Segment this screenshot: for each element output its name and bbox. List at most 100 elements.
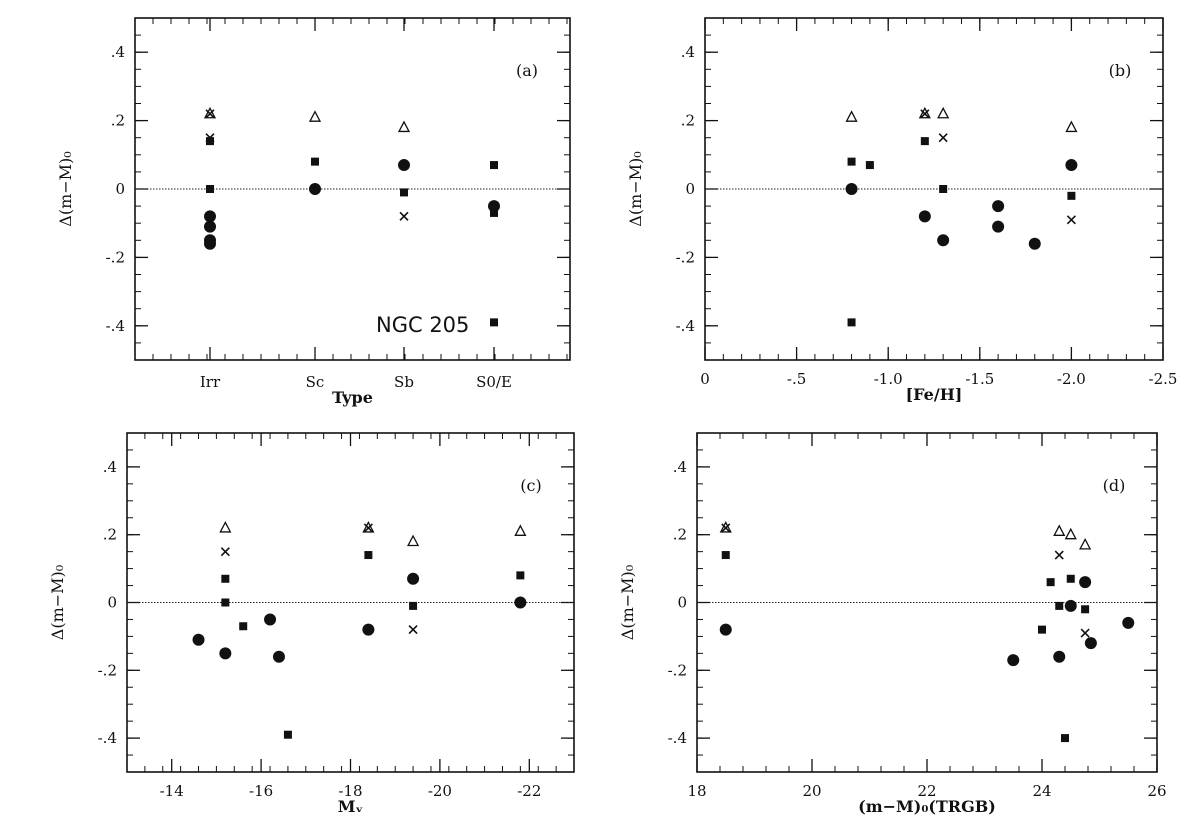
panel-d-cross-point: [721, 523, 731, 533]
panel-d-triangle-point: [1053, 524, 1066, 536]
panel-c-y-tick-label: -.2: [98, 661, 117, 679]
panel-b-y-axis-label: Δ(m−M)₀: [626, 151, 645, 226]
panel-a-circle-point: [398, 159, 410, 172]
panel-d-circle-point: [1122, 616, 1135, 629]
panel-d-x-tick-label: 22: [917, 782, 936, 800]
panel-d-circle-point: [1084, 637, 1097, 650]
panel-a-circle-point: [309, 183, 321, 195]
panel-b-square-point: [920, 137, 929, 146]
panel-c-x-axis-label: Mᵥ: [338, 797, 364, 816]
panel-d-x-tick-label: 26: [1147, 782, 1166, 800]
panel-a-cross-point: [399, 211, 409, 221]
panel-c-circle-point: [272, 650, 285, 663]
panel-d-y-tick-label: .2: [673, 526, 687, 544]
panel-a-y-tick-label: .4: [111, 43, 125, 61]
panel-c-circle-point: [514, 596, 527, 609]
panel-a: -.4 -.2 0 .2 .4 Irr Sc Sb S0/E Type Δ(m−M)₀ (a): [56, 17, 571, 407]
panel-b-square-point: [939, 185, 948, 193]
panel-a-y-tick-label: -.4: [106, 317, 125, 335]
panel-b-x-tick-label: -2.0: [1057, 370, 1086, 388]
panel-a-triangle-point: [203, 106, 217, 119]
ngc205-annotation: NGC 205: [376, 313, 469, 337]
panel-b-cross-point: [1066, 215, 1076, 225]
panel-a-y-tick-label: .2: [111, 112, 125, 130]
panel-d-circle-point: [719, 623, 732, 636]
panel-a-triangle-point: [397, 120, 411, 133]
panel-d-triangle-point: [719, 521, 732, 533]
panel-c-triangle-point: [407, 534, 420, 547]
panel-b-x-tick-label: -2.5: [1149, 370, 1178, 388]
panel-a-label: (a): [516, 61, 538, 80]
panel-c-square-point: [409, 601, 418, 610]
panel-c-label: (c): [520, 476, 541, 495]
panel-a-x-tick-label: Sc: [306, 373, 325, 391]
panel-b-x-tick-label: 0: [700, 370, 710, 388]
panel-d-y-tick-label: -.2: [668, 661, 687, 679]
panel-b-y-tick-label: .4: [681, 43, 695, 61]
panel-a-square-point: [490, 161, 498, 170]
panel-d-x-axis-label: (m−M)₀(TRGB): [858, 797, 996, 816]
panel-c-triangle-point: [514, 524, 527, 536]
panel-b-label: (b): [1109, 61, 1132, 80]
panel-d-x-tick-label: 18: [687, 782, 706, 800]
panel-d-square-point: [1061, 734, 1069, 743]
panel-a-x-tick-label: Sb: [394, 373, 414, 391]
panel-c-y-tick-label: .2: [103, 526, 117, 544]
panel-c-square-point: [516, 571, 525, 580]
panel-c-square-point: [283, 730, 292, 739]
panel-b: -.4 -.2 0 .2 .4 0 -.5 -1.0 -1.5 -2.0 -2.5 [Fe/H] Δ(m…: [626, 17, 1178, 404]
panel-c-x-tick-label: -14: [160, 782, 184, 800]
panel-d-cross-point: [1054, 550, 1064, 560]
panel-d-y-tick-label: -.4: [668, 729, 687, 747]
panel-c-cross-point: [363, 523, 373, 533]
panel-b-circle-point: [937, 234, 950, 247]
panel-a-x-axis-label: Type: [332, 388, 373, 407]
panel-d-label: (d): [1103, 476, 1126, 495]
panel-c-x-tick-label: -22: [517, 782, 541, 800]
panel-b-circle-point: [992, 220, 1005, 233]
panel-a-y-tick-label: 0: [115, 180, 125, 198]
panel-d-y-axis-label: Δ(m−M)₀: [618, 565, 637, 640]
panel-c-y-tick-label: 0: [107, 594, 117, 612]
panel-a-circle-point: [204, 210, 216, 223]
panel-b-x-axis-label: [Fe/H]: [906, 385, 963, 404]
panel-c-circle-point: [407, 572, 420, 585]
panel-d-square-point: [721, 551, 730, 560]
panel-d-square-point: [1046, 578, 1055, 587]
panel-d-cross-point: [1080, 628, 1090, 638]
panel-b-square-point: [847, 157, 856, 166]
panel-d-circle-point: [1064, 599, 1077, 612]
panel-b-x-tick-label: -1.5: [965, 370, 994, 388]
panel-d-circle-point: [1007, 654, 1020, 667]
panel-c-circle-point: [264, 613, 277, 626]
panel-b-circle-point: [1065, 159, 1078, 172]
panel-c: -.4 -.2 0 .2 .4 -14 -16 -18 -20 -22 Mᵥ Δ(m−M)₀ (c): [48, 432, 575, 816]
panel-b-x-tick-label: -.5: [787, 370, 806, 388]
panel-d-x-tick-label: 20: [802, 782, 821, 800]
panel-d-y-tick-label: 0: [677, 594, 687, 612]
panel-c-x-tick-label: -16: [249, 782, 273, 800]
panel-c-circle-point: [192, 633, 205, 646]
panel-c-cross-point: [220, 547, 230, 557]
panel-c-y-tick-label: -.4: [98, 729, 117, 747]
panel-a-square-point: [490, 318, 498, 327]
panel-c-x-tick-label: -20: [428, 782, 452, 800]
panel-a-circle-point: [488, 200, 500, 213]
panel-b-triangle-point: [1065, 120, 1078, 133]
panel-a-cross-point: [205, 109, 215, 119]
panel-b-cross-point: [920, 109, 930, 119]
panel-a-y-axis-label: Δ(m−M)₀: [56, 151, 75, 226]
panel-b-triangle-point: [937, 106, 950, 119]
panel-d-triangle-point: [1079, 537, 1092, 550]
panel-b-square-point: [847, 318, 856, 327]
panel-c-cross-point: [408, 625, 418, 635]
panel-b-y-tick-label: -.4: [676, 317, 695, 335]
panel-c-y-axis-label: Δ(m−M)₀: [48, 565, 67, 640]
panel-d: -.4 -.2 0 .2 .4 18 20 22 24 26 (m−M)₀(TRGB) Δ(m−M)₀…: [618, 432, 1167, 816]
panel-c-y-tick-label: .4: [103, 458, 117, 476]
panel-a-square-point: [206, 137, 214, 146]
panel-b-circle-point: [845, 183, 858, 195]
panel-a-x-tick-label: Irr: [200, 373, 221, 391]
panel-d-circle-point: [1053, 650, 1066, 663]
